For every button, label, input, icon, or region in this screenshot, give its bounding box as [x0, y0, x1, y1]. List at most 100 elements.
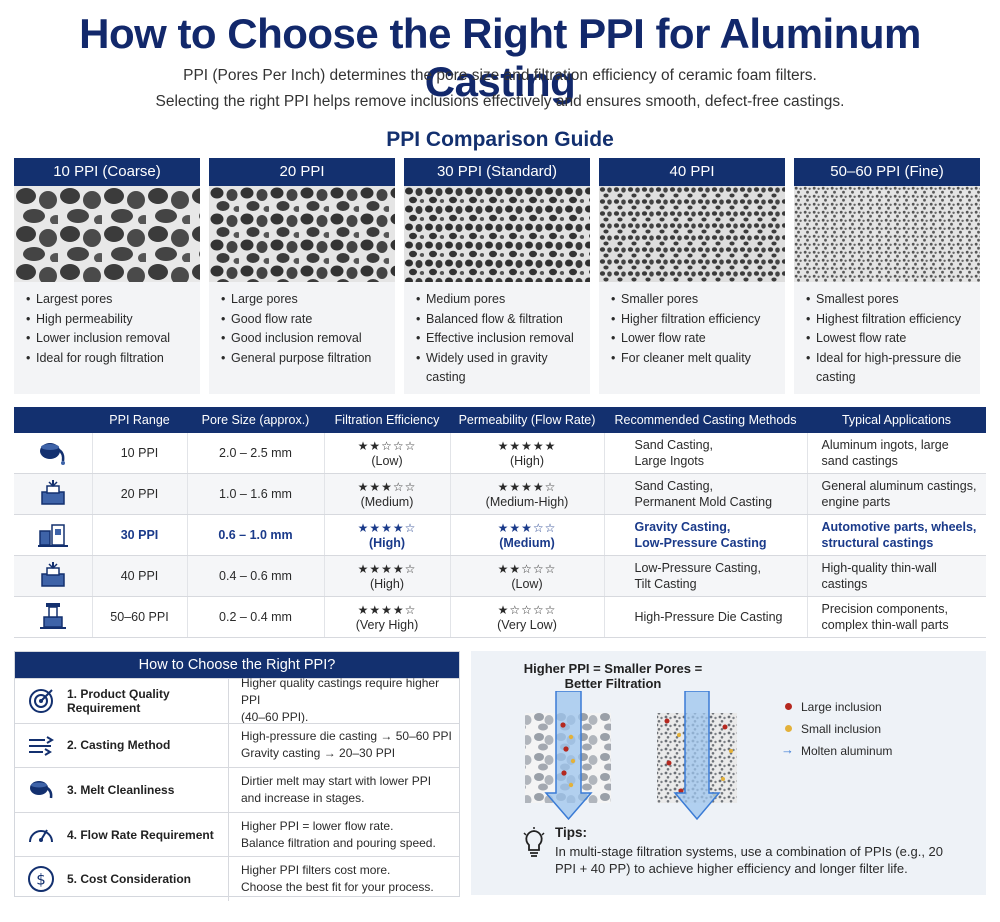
permeability-stars: ★★★☆☆: [497, 521, 557, 535]
dollar-icon: $: [28, 866, 54, 893]
ladle-pour-icon: [14, 433, 93, 474]
desc-line: Gravity casting → 20–30 PPI: [241, 746, 396, 761]
table-row: 20 PPI 1.0 – 1.6 mm ★★★☆☆ (Medium) ★★★★☆(…: [14, 473, 986, 515]
efficiency-label: (Very High): [355, 618, 419, 632]
foam-40-ppi-image: [599, 186, 785, 282]
yellow-dot-icon: [785, 725, 792, 732]
applications-line: structural castings: [821, 536, 934, 550]
permeability-label: (Very Low): [497, 618, 557, 632]
page-title: How to Choose the Right PPI for Aluminum…: [79, 10, 921, 105]
column-header: PPI Range: [92, 407, 187, 433]
pore-size-cell: 1.0 – 1.6 mm: [187, 473, 325, 515]
applications-cell: Aluminum ingots, large sand castings: [807, 433, 986, 474]
table-row: 10 PPI 2.0 – 2.5 mm ★★☆☆☆ (Low) ★★★★★ (Hig…: [14, 433, 986, 474]
card-bullet: Widely used in gravity casting: [416, 349, 582, 388]
choose-row: 2. Casting Method High-pressure die cast…: [15, 722, 459, 768]
methods-line: Sand Casting,: [634, 479, 714, 493]
choose-description: Higher PPI filters cost more. Choose the …: [241, 857, 453, 901]
methods-cell: Gravity Casting, Low-Pressure Casting: [604, 514, 808, 556]
choose-description: Higher PPI = lower flow rate. Balance fil…: [241, 813, 453, 857]
molten-flow-arrow-coarse: [544, 691, 593, 821]
desc-line: Higher quality castings require higher P…: [241, 676, 440, 708]
permeability-cell: ★★☆☆☆ (Low): [450, 555, 605, 597]
efficiency-stars: ★★☆☆☆: [357, 439, 417, 453]
permeability-label: (Medium-High): [485, 495, 569, 509]
card-30-ppi: 30 PPI (Standard) Medium pores Balanced …: [404, 158, 590, 394]
molten-flow-arrow-fine: [673, 691, 721, 821]
applications-line: Aluminum ingots, large: [821, 438, 949, 452]
table-row: 50–60 PPI 0.2 – 0.4 mm ★★★★☆ (Very High) …: [14, 596, 986, 638]
methods-line: Sand Casting,: [634, 438, 714, 452]
gauge-icon: [29, 829, 53, 842]
tips-title: Tips:: [555, 825, 588, 840]
card-50-60-ppi: 50–60 PPI (Fine) Smallest pores Highest …: [794, 158, 980, 394]
choose-label: 1. Product Quality Requirement: [67, 686, 170, 715]
card-bullet: Lowest flow rate: [806, 329, 972, 349]
card-bullet: Smaller pores: [611, 290, 777, 310]
icon-column-header: [14, 407, 92, 433]
methods-cell: High-Pressure Die Casting: [604, 596, 808, 638]
methods-line: Large Ingots: [634, 454, 705, 468]
permeability-stars: ★★★★★: [497, 439, 557, 453]
methods-cell: Low-Pressure Casting, Tilt Casting: [604, 555, 808, 597]
card-bullet: Effective inclusion removal: [416, 329, 582, 349]
casting-machine-icon: [14, 514, 93, 556]
legend-large-inclusion: Large inclusion: [781, 699, 892, 721]
applications-cell: High-quality thin-wall castings: [807, 555, 986, 597]
desc-line: and increase in stages.: [241, 790, 365, 805]
table-row-highlighted: 30 PPI 0.6 – 1.0 mm ★★★★☆ (High) ★★★☆☆ (Me…: [14, 514, 986, 556]
ppi-cell: 20 PPI: [92, 473, 188, 515]
applications-line: Precision components,: [821, 602, 948, 616]
applications-line: General aluminum castings,: [821, 479, 977, 493]
methods-cell: Sand Casting, Permanent Mold Casting: [604, 473, 808, 515]
choose-description: High-pressure die casting → 50–60 PPI Gra…: [241, 724, 453, 768]
efficiency-stars: ★★★☆☆: [357, 480, 417, 494]
filtration-diagram: [525, 691, 737, 821]
choose-row: 3. Melt Cleanliness Dirtier melt may sta…: [15, 767, 459, 812]
applications-line: engine parts: [821, 495, 891, 509]
foam-30-ppi-image: [404, 186, 590, 282]
permeability-label: (Medium): [499, 536, 555, 550]
diagram-legend: Large inclusion Small inclusion → Molten …: [781, 699, 892, 765]
card-header: 50–60 PPI (Fine): [794, 158, 980, 186]
applications-line: High-quality thin-wall: [821, 561, 937, 575]
applications-line: sand castings: [821, 454, 898, 468]
efficiency-cell: ★★★☆☆ (Medium): [324, 473, 451, 515]
card-bullet: Good inclusion removal: [221, 329, 387, 349]
die-cast-press-icon: [14, 596, 93, 638]
permeability-label: (High): [509, 454, 545, 468]
arrow-right-icon: →: [781, 742, 794, 757]
choose-description: Dirtier melt may start with lower PPI and…: [241, 768, 453, 812]
choose-row: 4. Flow Rate Requirement Higher PPI = lo…: [15, 811, 459, 857]
ppi-cell: 30 PPI: [92, 514, 188, 556]
efficiency-cell: ★★☆☆☆ (Low): [324, 433, 451, 474]
pore-size-cell: 0.2 – 0.4 mm: [187, 596, 325, 638]
efficiency-label: (High): [369, 577, 405, 591]
applications-line: complex thin-wall parts: [821, 618, 949, 632]
efficiency-cell: ★★★★☆ (High): [324, 514, 451, 556]
filtration-diagram-panel: Higher PPI = Smaller Pores = Better Filt…: [471, 651, 986, 895]
methods-line: Permanent Mold Casting: [634, 495, 773, 509]
methods-cell: Sand Casting, Large Ingots: [604, 433, 808, 474]
permeability-cell: ★★★★☆ (Medium-High): [450, 473, 605, 515]
methods-line: High-Pressure Die Casting: [634, 610, 783, 624]
choose-ppi-header: How to Choose the Right PPI?: [15, 652, 459, 678]
applications-line: castings: [821, 577, 868, 591]
card-bullet: Lower flow rate: [611, 329, 777, 349]
foam-20-ppi-image: [209, 186, 395, 282]
efficiency-cell: ★★★★☆ (High): [324, 555, 451, 597]
legend-molten-aluminum: → Molten aluminum: [781, 742, 893, 758]
subtitle-line-1: PPI (Pores Per Inch) determines the pore…: [183, 67, 817, 84]
ladle-icon: [30, 781, 53, 799]
card-bullet: Medium pores: [416, 290, 582, 310]
ppi-cell: 40 PPI: [92, 555, 188, 597]
desc-line: Balance filtration and pouring speed.: [241, 835, 436, 850]
choose-row: $ 5. Cost Consideration Higher PPI filte…: [15, 856, 459, 901]
column-header: Filtration Efficiency: [324, 407, 450, 433]
methods-line: Tilt Casting: [634, 577, 697, 591]
diagram-title-line: Higher PPI = Smaller Pores =: [523, 661, 703, 676]
flow-lines-icon: [29, 735, 54, 756]
choose-label: 2. Casting Method: [67, 738, 171, 753]
card-bullet: Highest filtration efficiency: [806, 310, 972, 330]
card-bullet: Ideal for high-pressure die casting: [806, 349, 972, 388]
